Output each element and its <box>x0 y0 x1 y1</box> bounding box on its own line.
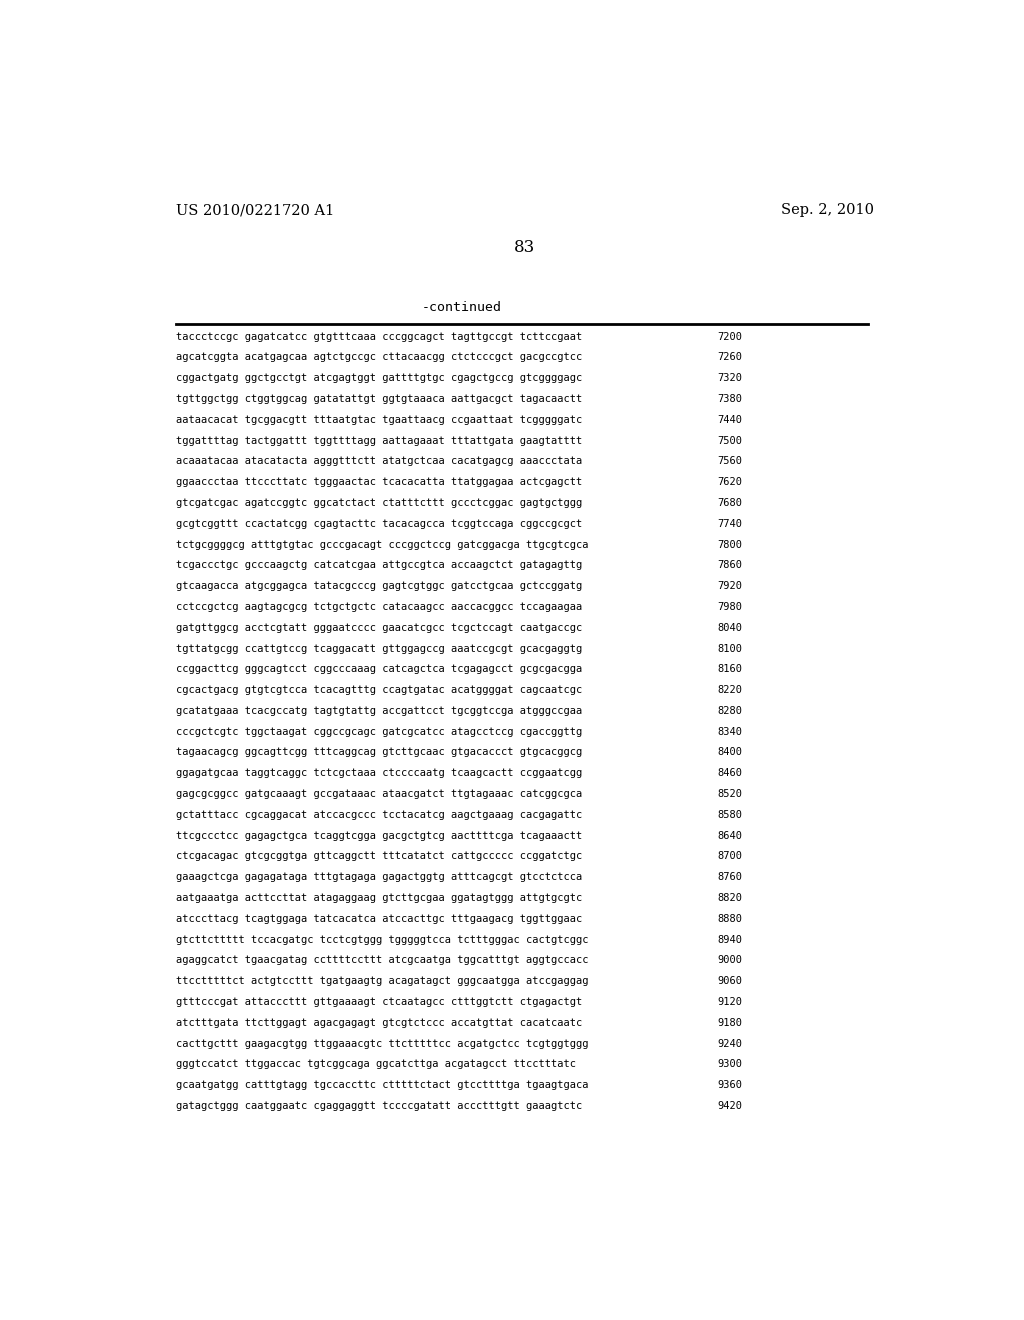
Text: gtcaagacca atgcggagca tatacgcccg gagtcgtggc gatcctgcaa gctccggatg: gtcaagacca atgcggagca tatacgcccg gagtcgt… <box>176 581 583 591</box>
Text: 9300: 9300 <box>717 1059 742 1069</box>
Text: gtcttcttttt tccacgatgc tcctcgtggg tgggggtcca tctttgggac cactgtcggc: gtcttcttttt tccacgatgc tcctcgtggg tggggg… <box>176 935 589 945</box>
Text: gtttcccgat attacccttt gttgaaaagt ctcaatagcc ctttggtctt ctgagactgt: gtttcccgat attacccttt gttgaaaagt ctcaata… <box>176 997 583 1007</box>
Text: 7560: 7560 <box>717 457 742 466</box>
Text: 8400: 8400 <box>717 747 742 758</box>
Text: ggaaccctaa ttcccttatc tgggaactac tcacacatta ttatggagaa actcgagctt: ggaaccctaa ttcccttatc tgggaactac tcacaca… <box>176 478 583 487</box>
Text: gctatttacc cgcaggacat atccacgccc tcctacatcg aagctgaaag cacgagattc: gctatttacc cgcaggacat atccacgccc tcctaca… <box>176 810 583 820</box>
Text: 8460: 8460 <box>717 768 742 779</box>
Text: aatgaaatga acttccttat atagaggaag gtcttgcgaa ggatagtggg attgtgcgtc: aatgaaatga acttccttat atagaggaag gtcttgc… <box>176 892 583 903</box>
Text: gagcgcggcc gatgcaaagt gccgataaac ataacgatct ttgtagaaac catcggcgca: gagcgcggcc gatgcaaagt gccgataaac ataacga… <box>176 789 583 799</box>
Text: gtcgatcgac agatccggtc ggcatctact ctatttcttt gccctcggac gagtgctggg: gtcgatcgac agatccggtc ggcatctact ctatttc… <box>176 498 583 508</box>
Text: cggactgatg ggctgcctgt atcgagtggt gattttgtgc cgagctgccg gtcggggagc: cggactgatg ggctgcctgt atcgagtggt gattttg… <box>176 374 583 383</box>
Text: gatgttggcg acctcgtatt gggaatcccc gaacatcgcc tcgctccagt caatgaccgc: gatgttggcg acctcgtatt gggaatcccc gaacatc… <box>176 623 583 632</box>
Text: tcgaccctgc gcccaagctg catcatcgaa attgccgtca accaagctct gatagagttg: tcgaccctgc gcccaagctg catcatcgaa attgccg… <box>176 560 583 570</box>
Text: 8940: 8940 <box>717 935 742 945</box>
Text: gaaagctcga gagagataga tttgtagaga gagactggtg atttcagcgt gtcctctcca: gaaagctcga gagagataga tttgtagaga gagactg… <box>176 873 583 882</box>
Text: ccggacttcg gggcagtcct cggcccaaag catcagctca tcgagagcct gcgcgacgga: ccggacttcg gggcagtcct cggcccaaag catcagc… <box>176 664 583 675</box>
Text: 8340: 8340 <box>717 726 742 737</box>
Text: taccctccgc gagatcatcc gtgtttcaaa cccggcagct tagttgccgt tcttccgaat: taccctccgc gagatcatcc gtgtttcaaa cccggca… <box>176 331 583 342</box>
Text: agcatcggta acatgagcaa agtctgccgc cttacaacgg ctctcccgct gacgccgtcc: agcatcggta acatgagcaa agtctgccgc cttacaa… <box>176 352 583 363</box>
Text: cacttgcttt gaagacgtgg ttggaaacgtc ttctttttcc acgatgctcc tcgtggtggg: cacttgcttt gaagacgtgg ttggaaacgtc ttcttt… <box>176 1039 589 1048</box>
Text: cccgctcgtc tggctaagat cggccgcagc gatcgcatcc atagcctccg cgaccggttg: cccgctcgtc tggctaagat cggccgcagc gatcgca… <box>176 726 583 737</box>
Text: tctgcggggcg atttgtgtac gcccgacagt cccggctccg gatcggacga ttgcgtcgca: tctgcggggcg atttgtgtac gcccgacagt cccggc… <box>176 540 589 549</box>
Text: 7680: 7680 <box>717 498 742 508</box>
Text: ggagatgcaa taggtcaggc tctcgctaaa ctccccaatg tcaagcactt ccggaatcgg: ggagatgcaa taggtcaggc tctcgctaaa ctcccca… <box>176 768 583 779</box>
Text: 7320: 7320 <box>717 374 742 383</box>
Text: atcccttacg tcagtggaga tatcacatca atccacttgc tttgaagacg tggttggaac: atcccttacg tcagtggaga tatcacatca atccact… <box>176 913 583 924</box>
Text: gggtccatct ttggaccac tgtcggcaga ggcatcttga acgatagcct ttcctttatc: gggtccatct ttggaccac tgtcggcaga ggcatctt… <box>176 1059 577 1069</box>
Text: 8880: 8880 <box>717 913 742 924</box>
Text: 9420: 9420 <box>717 1101 742 1111</box>
Text: 8160: 8160 <box>717 664 742 675</box>
Text: 7740: 7740 <box>717 519 742 529</box>
Text: 7260: 7260 <box>717 352 742 363</box>
Text: US 2010/0221720 A1: US 2010/0221720 A1 <box>176 203 334 216</box>
Text: 8580: 8580 <box>717 810 742 820</box>
Text: gcgtcggttt ccactatcgg cgagtacttc tacacagcca tcggtccaga cggccgcgct: gcgtcggttt ccactatcgg cgagtacttc tacacag… <box>176 519 583 529</box>
Text: 83: 83 <box>514 239 536 256</box>
Text: 7920: 7920 <box>717 581 742 591</box>
Text: 9060: 9060 <box>717 977 742 986</box>
Text: Sep. 2, 2010: Sep. 2, 2010 <box>780 203 873 216</box>
Text: tgttggctgg ctggtggcag gatatattgt ggtgtaaaca aattgacgct tagacaactt: tgttggctgg ctggtggcag gatatattgt ggtgtaa… <box>176 395 583 404</box>
Text: 7440: 7440 <box>717 414 742 425</box>
Text: 9000: 9000 <box>717 956 742 965</box>
Text: gatagctggg caatggaatc cgaggaggtt tccccgatatt accctttgtt gaaagtctc: gatagctggg caatggaatc cgaggaggtt tccccga… <box>176 1101 583 1111</box>
Text: 9120: 9120 <box>717 997 742 1007</box>
Text: 7620: 7620 <box>717 478 742 487</box>
Text: -continued: -continued <box>421 301 502 314</box>
Text: 7800: 7800 <box>717 540 742 549</box>
Text: 9240: 9240 <box>717 1039 742 1048</box>
Text: 8100: 8100 <box>717 644 742 653</box>
Text: agaggcatct tgaacgatag ccttttccttt atcgcaatga tggcatttgt aggtgccacc: agaggcatct tgaacgatag ccttttccttt atcgca… <box>176 956 589 965</box>
Text: tagaacagcg ggcagttcgg tttcaggcag gtcttgcaac gtgacaccct gtgcacggcg: tagaacagcg ggcagttcgg tttcaggcag gtcttgc… <box>176 747 583 758</box>
Text: 8520: 8520 <box>717 789 742 799</box>
Text: 9180: 9180 <box>717 1018 742 1028</box>
Text: 8820: 8820 <box>717 892 742 903</box>
Text: 8700: 8700 <box>717 851 742 862</box>
Text: 8220: 8220 <box>717 685 742 696</box>
Text: 7860: 7860 <box>717 560 742 570</box>
Text: ttcctttttct actgtccttt tgatgaagtg acagatagct gggcaatgga atccgaggag: ttcctttttct actgtccttt tgatgaagtg acagat… <box>176 977 589 986</box>
Text: aataacacat tgcggacgtt tttaatgtac tgaattaacg ccgaattaat tcgggggatc: aataacacat tgcggacgtt tttaatgtac tgaatta… <box>176 414 583 425</box>
Text: tggattttag tactggattt tggttttagg aattagaaat tttattgata gaagtatttt: tggattttag tactggattt tggttttagg aattaga… <box>176 436 583 446</box>
Text: gcaatgatgg catttgtagg tgccaccttc ctttttctact gtccttttga tgaagtgaca: gcaatgatgg catttgtagg tgccaccttc ctttttc… <box>176 1080 589 1090</box>
Text: 7200: 7200 <box>717 331 742 342</box>
Text: 8640: 8640 <box>717 830 742 841</box>
Text: 9360: 9360 <box>717 1080 742 1090</box>
Text: 8040: 8040 <box>717 623 742 632</box>
Text: ctcgacagac gtcgcggtga gttcaggctt tttcatatct cattgccccc ccggatctgc: ctcgacagac gtcgcggtga gttcaggctt tttcata… <box>176 851 583 862</box>
Text: 8760: 8760 <box>717 873 742 882</box>
Text: tgttatgcgg ccattgtccg tcaggacatt gttggagccg aaatccgcgt gcacgaggtg: tgttatgcgg ccattgtccg tcaggacatt gttggag… <box>176 644 583 653</box>
Text: 7500: 7500 <box>717 436 742 446</box>
Text: ttcgccctcc gagagctgca tcaggtcgga gacgctgtcg aacttttcga tcagaaactt: ttcgccctcc gagagctgca tcaggtcgga gacgctg… <box>176 830 583 841</box>
Text: acaaatacaa atacatacta agggtttctt atatgctcaa cacatgagcg aaaccctata: acaaatacaa atacatacta agggtttctt atatgct… <box>176 457 583 466</box>
Text: 7380: 7380 <box>717 395 742 404</box>
Text: 7980: 7980 <box>717 602 742 612</box>
Text: cgcactgacg gtgtcgtcca tcacagtttg ccagtgatac acatggggat cagcaatcgc: cgcactgacg gtgtcgtcca tcacagtttg ccagtga… <box>176 685 583 696</box>
Text: cctccgctcg aagtagcgcg tctgctgctc catacaagcc aaccacggcc tccagaagaa: cctccgctcg aagtagcgcg tctgctgctc catacaa… <box>176 602 583 612</box>
Text: gcatatgaaa tcacgccatg tagtgtattg accgattcct tgcggtccga atgggccgaa: gcatatgaaa tcacgccatg tagtgtattg accgatt… <box>176 706 583 715</box>
Text: atctttgata ttcttggagt agacgagagt gtcgtctccc accatgttat cacatcaatc: atctttgata ttcttggagt agacgagagt gtcgtct… <box>176 1018 583 1028</box>
Text: 8280: 8280 <box>717 706 742 715</box>
